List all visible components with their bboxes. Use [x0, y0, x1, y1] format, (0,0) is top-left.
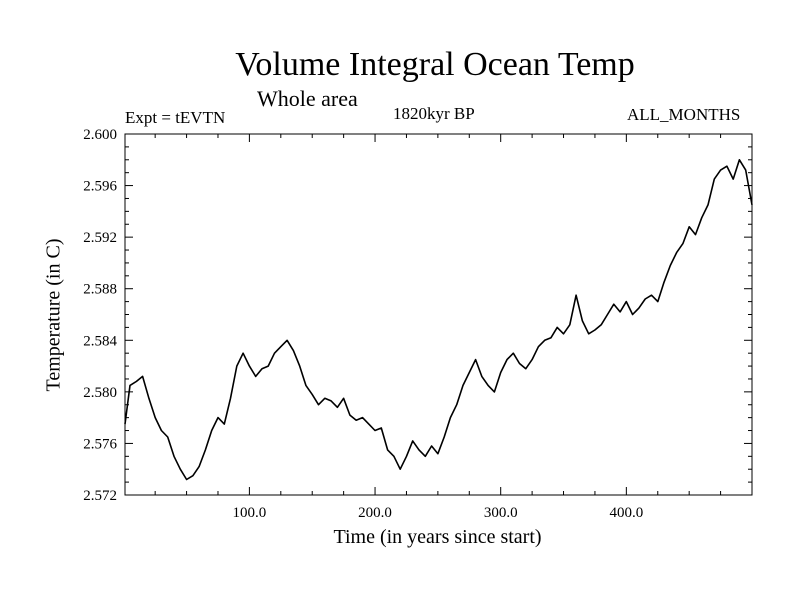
- y-tick-label: 2.576: [83, 436, 117, 452]
- months-label: ALL_MONTHS: [627, 105, 741, 124]
- experiment-label: Expt = tEVTN: [125, 108, 226, 127]
- y-tick-label: 2.592: [83, 230, 117, 246]
- y-tick-label: 2.580: [83, 385, 117, 401]
- y-tick-label: 2.572: [83, 488, 117, 504]
- x-axis-label: Time (in years since start): [333, 526, 542, 548]
- period-label: 1820kyr BP: [393, 104, 475, 123]
- x-tick-label: 100.0: [233, 505, 267, 521]
- y-tick-label: 2.584: [83, 333, 117, 349]
- series-line: [124, 159, 753, 481]
- y-tick-label: 2.588: [83, 282, 117, 298]
- x-tick-label: 300.0: [484, 505, 518, 521]
- x-tick-label: 400.0: [609, 505, 643, 521]
- y-tick-label: 2.600: [83, 127, 117, 143]
- chart-title: Volume Integral Ocean Temp: [235, 46, 635, 83]
- chart-subtitle: Whole area: [257, 86, 358, 111]
- y-tick-label: 2.596: [83, 179, 117, 195]
- x-tick-label: 200.0: [358, 505, 392, 521]
- plot-frame: [124, 133, 753, 496]
